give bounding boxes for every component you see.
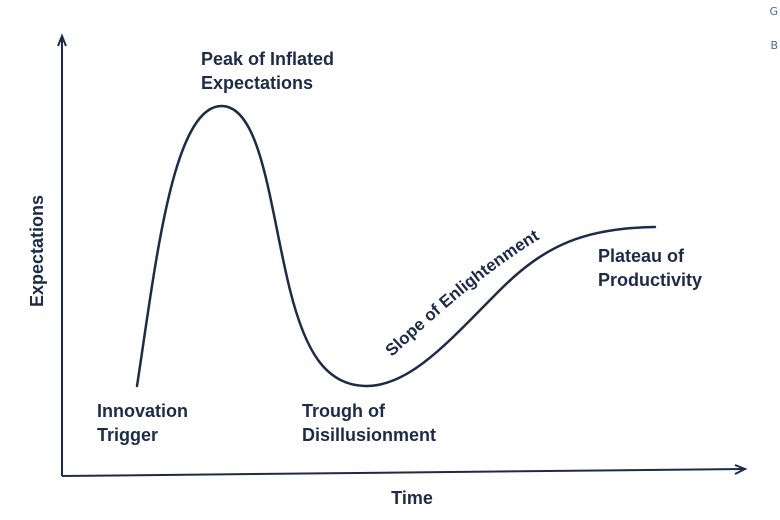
y-axis-arrowhead bbox=[57, 33, 67, 47]
x-axis-line bbox=[61, 468, 745, 477]
innovation-line-1: Innovation bbox=[97, 401, 188, 421]
trough-line-2: Disillusionment bbox=[302, 425, 436, 445]
axes bbox=[57, 33, 748, 477]
peak-line-1: Peak of Inflated bbox=[201, 49, 334, 69]
peak-line-2: Expectations bbox=[201, 73, 313, 93]
innovation-line-2: Trigger bbox=[97, 425, 158, 445]
plateau-line-2: Productivity bbox=[598, 270, 702, 290]
plateau-line-1: Plateau of bbox=[598, 246, 685, 266]
phase-label-plateau: Plateau of Productivity bbox=[598, 246, 702, 290]
slope-label-path-text: Slope of Enlightenment bbox=[382, 226, 543, 360]
phase-label-innovation-trigger: Innovation Trigger bbox=[97, 401, 193, 445]
phase-label-slope: Slope of Enlightenment bbox=[382, 226, 543, 360]
x-axis-label: Time bbox=[391, 488, 433, 508]
phase-label-peak: Peak of Inflated Expectations bbox=[201, 49, 339, 93]
trough-line-1: Trough of bbox=[302, 401, 386, 421]
x-axis-arrowhead bbox=[734, 464, 748, 475]
edge-text-fragment-b: B bbox=[770, 39, 778, 52]
edge-text-fragment-g: G bbox=[769, 5, 778, 18]
hype-curve bbox=[135, 104, 657, 388]
phase-label-trough: Trough of Disillusionment bbox=[302, 401, 436, 445]
y-axis-label: Expectations bbox=[27, 195, 47, 307]
